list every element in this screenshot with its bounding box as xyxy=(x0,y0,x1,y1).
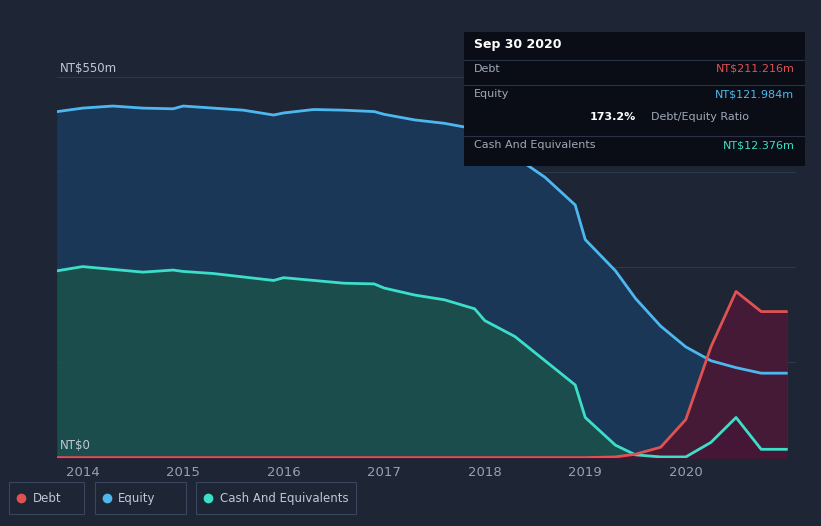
Text: 173.2%: 173.2% xyxy=(590,112,636,122)
Text: Equity: Equity xyxy=(474,89,510,99)
Text: Cash And Equivalents: Cash And Equivalents xyxy=(474,140,595,150)
Text: NT$12.376m: NT$12.376m xyxy=(722,140,795,150)
Text: NT$121.984m: NT$121.984m xyxy=(715,89,795,99)
Text: Debt/Equity Ratio: Debt/Equity Ratio xyxy=(651,112,750,122)
Text: Debt: Debt xyxy=(474,64,501,74)
Text: Cash And Equivalents: Cash And Equivalents xyxy=(220,492,348,505)
Text: NT$211.216m: NT$211.216m xyxy=(715,64,795,74)
Text: Debt: Debt xyxy=(33,492,62,505)
Text: Sep 30 2020: Sep 30 2020 xyxy=(474,38,562,51)
Text: NT$0: NT$0 xyxy=(59,439,90,452)
Text: NT$550m: NT$550m xyxy=(59,62,117,75)
Text: Equity: Equity xyxy=(118,492,156,505)
